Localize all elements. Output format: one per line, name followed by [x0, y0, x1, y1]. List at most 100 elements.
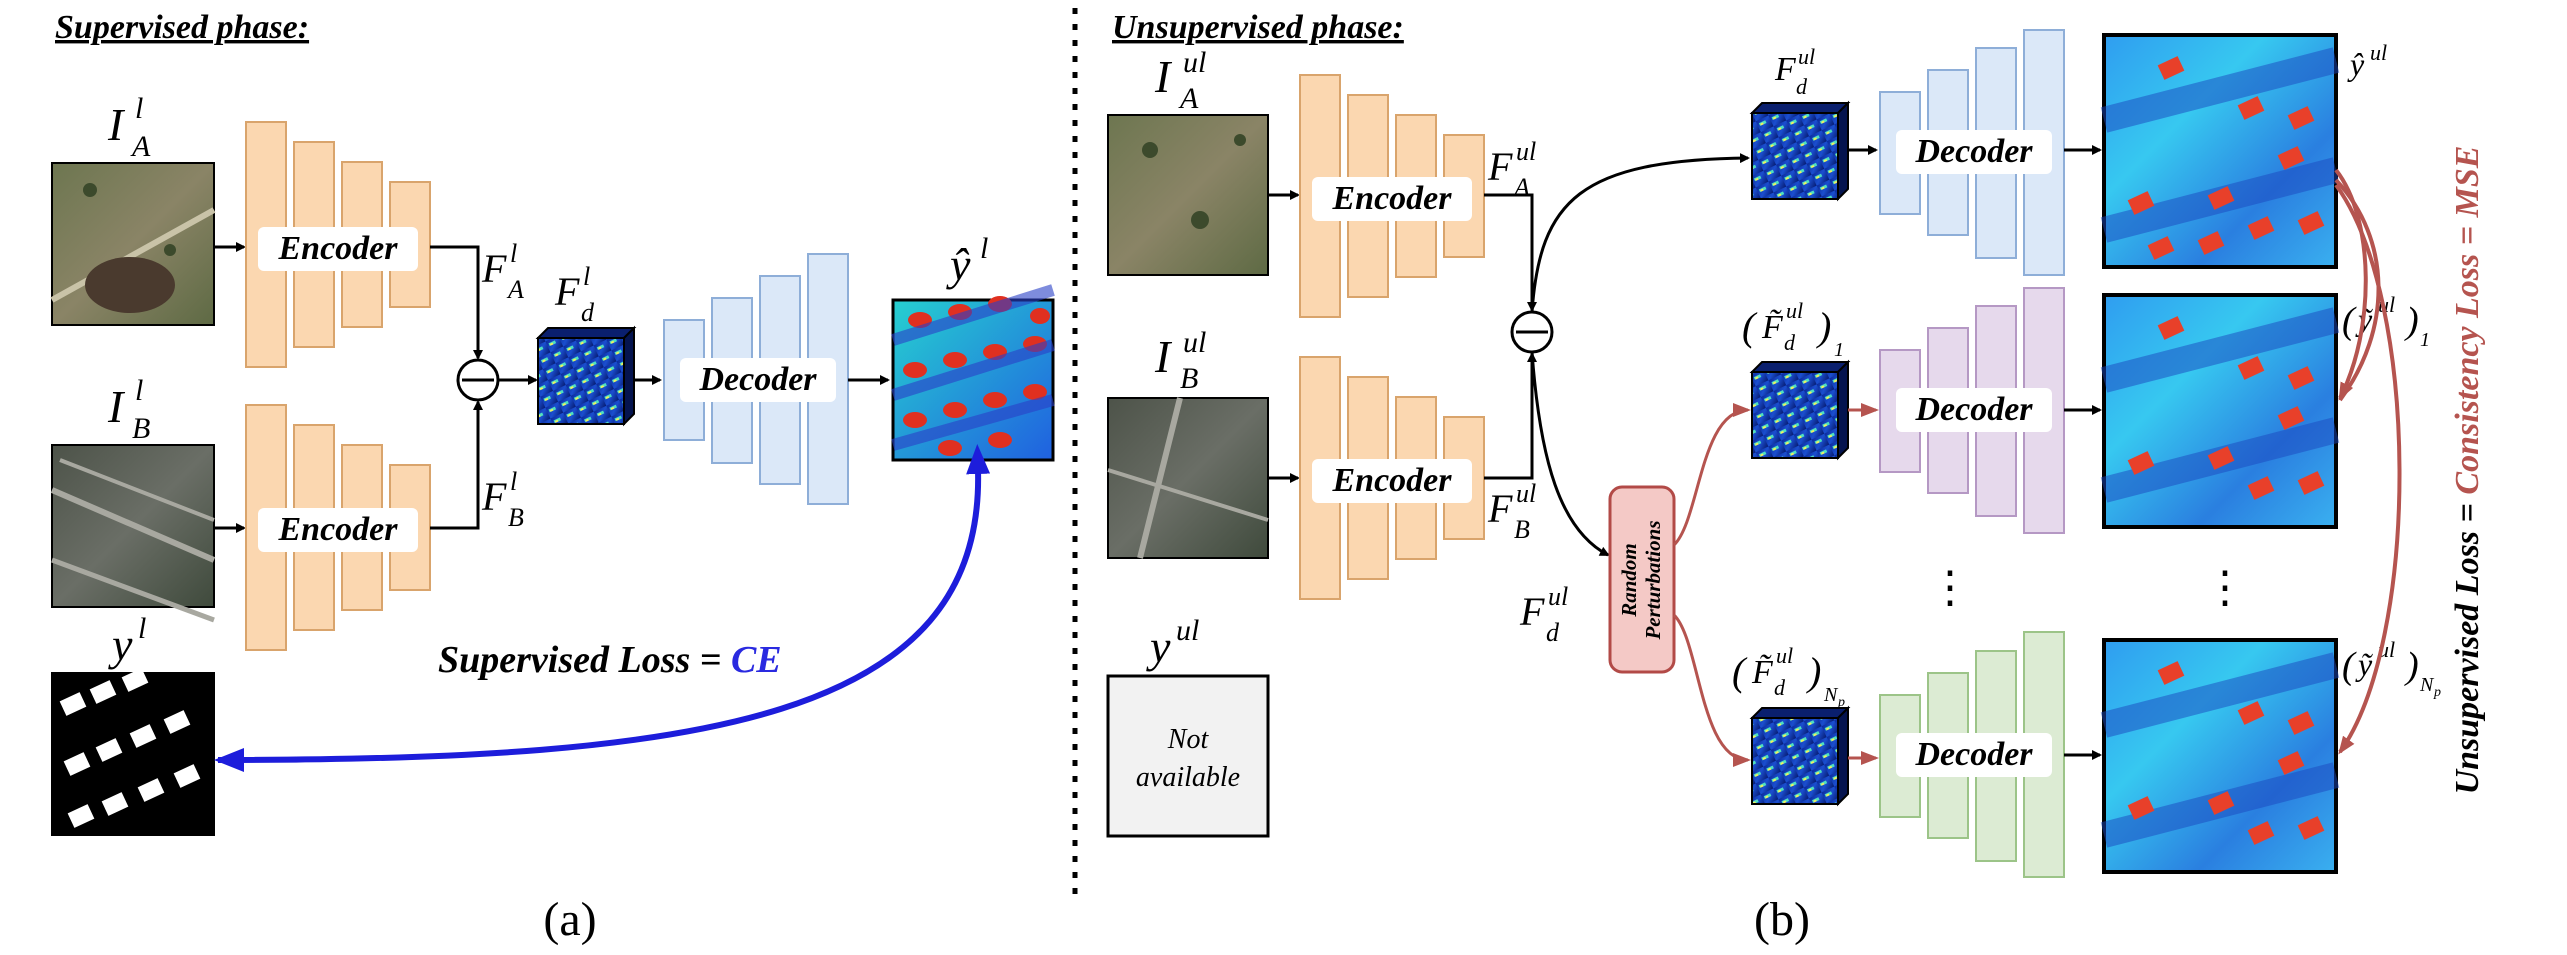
unsupervised-loss-label: Unsupervised Loss = Consistency Loss = M…: [2449, 146, 2486, 795]
svg-text:A: A: [506, 275, 524, 304]
fb-unsupervised-label: F ul B: [1487, 479, 1536, 544]
unsupervised-loss-prefix: Unsupervised Loss =: [2449, 495, 2486, 795]
svg-text:1: 1: [2420, 329, 2430, 351]
perturbed-feature-1-label: ( F̃ ul d ) 1: [1742, 298, 1844, 361]
svg-text:ul: ul: [1786, 298, 1803, 323]
svg-text:F: F: [1487, 144, 1513, 189]
prediction-heatmap-main: [2100, 33, 2340, 269]
arrow-ul-fa-to-diff: [1484, 193, 1537, 312]
svg-text:ul: ul: [1176, 614, 1199, 647]
svg-text:F: F: [1487, 486, 1513, 531]
feature-cube-perturbed-1: [1749, 359, 1851, 461]
svg-text:Encoder: Encoder: [1332, 462, 1453, 499]
feature-cube-unsupervised-main: [1749, 100, 1851, 202]
encoder-a-label: Encoder: [258, 227, 418, 271]
svg-text:I: I: [107, 99, 126, 150]
svg-text:(: (: [2342, 645, 2357, 687]
svg-text:B: B: [508, 503, 524, 532]
svg-text:Perturbations: Perturbations: [1641, 520, 1665, 640]
svg-text:ŷ: ŷ: [946, 239, 971, 290]
svg-text:A: A: [1512, 173, 1530, 202]
supervised-loss-arrow: [214, 444, 991, 772]
svg-text:d: d: [1784, 330, 1796, 355]
svg-text:(: (: [2342, 300, 2357, 342]
fd-top-label: F ul d: [1774, 44, 1815, 99]
svg-text:): ): [1816, 304, 1831, 349]
svg-text:l: l: [138, 612, 146, 645]
arrow-ul-diff-to-feature: [1530, 153, 1750, 313]
svg-text:Decoder: Decoder: [1914, 391, 2033, 428]
prediction-heatmap-supervised: [891, 284, 1055, 462]
difference-operator-supervised: [456, 358, 500, 402]
ellipsis-decoders: ⋮: [1928, 563, 1972, 612]
svg-text:ul: ul: [1798, 44, 1815, 69]
input-image-b-unlabeled-label: I ul B: [1154, 326, 1206, 395]
svg-text:): ): [1806, 649, 1821, 694]
svg-text:ul: ul: [1776, 643, 1793, 668]
svg-text:F: F: [1519, 589, 1545, 634]
svg-text:B: B: [132, 412, 150, 445]
encoder-unsupervised-b-label: Encoder: [1312, 459, 1472, 503]
prediction-heatmap-perturbed-np: [2100, 638, 2340, 874]
svg-text:y: y: [108, 619, 133, 670]
encoder-unsupervised-a-label: Encoder: [1312, 177, 1472, 221]
svg-text:d: d: [1796, 74, 1808, 99]
ground-truth-mask: [51, 668, 215, 836]
svg-text:l: l: [510, 239, 517, 268]
svg-text:(: (: [1742, 304, 1758, 349]
svg-text:A: A: [130, 130, 151, 163]
decoder-perturbed-np-label: Decoder: [1896, 733, 2052, 777]
svg-text:ul: ul: [2370, 40, 2387, 65]
svg-text:N: N: [1823, 684, 1839, 706]
arrow-ul-diff-to-perturbations: [1530, 351, 1610, 557]
svg-text:Decoder: Decoder: [698, 361, 817, 398]
arrow-perturb-to-branch-1: [1672, 403, 1751, 547]
consistency-loss-mse: Consistency Loss = MSE: [2449, 146, 2486, 495]
svg-text:l: l: [135, 374, 143, 407]
svg-text:ỹ: ỹ: [2355, 646, 2373, 682]
ground-truth-label: y l: [108, 612, 146, 670]
arrow-fa-to-diff: [430, 245, 483, 360]
supervised-loss-prefix: Supervised Loss =: [438, 639, 731, 681]
prediction-main-label: ŷ ul: [2347, 40, 2387, 82]
prediction-heatmap-perturbed-1: [2100, 293, 2340, 529]
svg-text:A: A: [1178, 82, 1199, 115]
satellite-image-a-labeled: [50, 162, 216, 326]
decoder-supervised-label: Decoder: [680, 358, 836, 402]
supervised-loss-label: Supervised Loss = CE: [438, 639, 782, 681]
svg-text:B: B: [1180, 362, 1198, 395]
svg-text:Not: Not: [1167, 724, 1210, 755]
svg-text:F: F: [554, 269, 580, 314]
svg-text:ŷ: ŷ: [2347, 46, 2365, 82]
arrow-fb-to-diff: [430, 400, 483, 530]
svg-text:p: p: [2433, 685, 2441, 700]
consistency-arrow-to-np: [2334, 183, 2402, 755]
svg-text:l: l: [510, 467, 517, 496]
satellite-image-b-unlabeled: [1107, 397, 1269, 559]
svg-text:B: B: [1514, 515, 1530, 544]
svg-text:Decoder: Decoder: [1914, 133, 2033, 170]
svg-text:F̃: F̃: [1751, 654, 1774, 691]
svg-text:Random: Random: [1617, 543, 1641, 618]
svg-text:y: y: [1146, 621, 1171, 672]
svg-text:F: F: [481, 474, 507, 519]
encoder-b-label: Encoder: [258, 508, 418, 552]
fd-unsupervised-label: F ul d: [1519, 582, 1568, 647]
svg-text:ul: ul: [1183, 326, 1206, 359]
prediction-supervised-label: ŷ l: [946, 232, 988, 290]
svg-text:I: I: [1154, 331, 1173, 382]
arrow-perturb-to-branch-np: [1672, 613, 1751, 767]
svg-text:(: (: [1732, 649, 1748, 694]
svg-text:d: d: [1546, 618, 1560, 647]
svg-text:Encoder: Encoder: [1332, 180, 1453, 217]
not-available-box: Not available: [1106, 674, 1270, 838]
decoder-perturbed-1-label: Decoder: [1896, 388, 2052, 432]
ellipsis-predictions: ⋮: [2203, 563, 2247, 612]
satellite-image-b-labeled: [50, 444, 216, 623]
svg-text:I: I: [107, 381, 126, 432]
svg-text:N: N: [2419, 674, 2435, 696]
svg-text:l: l: [135, 92, 143, 125]
caption-a: (a): [543, 893, 596, 946]
feature-cube-perturbed-np: [1749, 705, 1851, 807]
